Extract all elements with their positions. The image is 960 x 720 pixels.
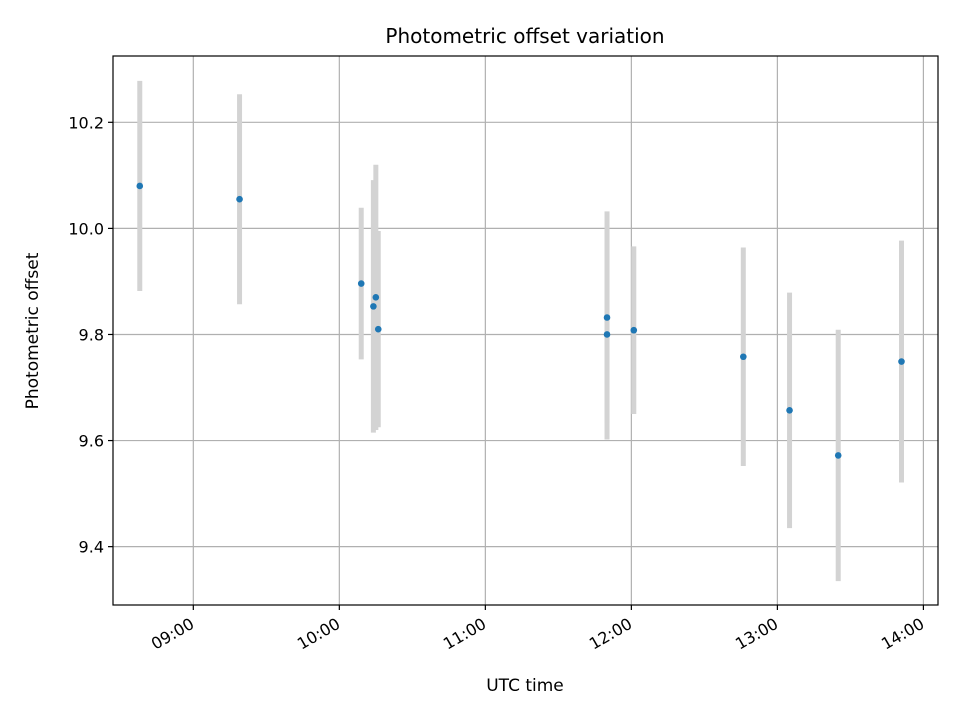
data-point [236, 195, 243, 203]
data-point [374, 325, 382, 333]
y-tick-label: 9.4 [79, 538, 104, 557]
errorbars [137, 80, 904, 582]
data-point [786, 407, 793, 414]
data-point [630, 326, 638, 334]
x-tick-label: 14:00 [878, 614, 927, 654]
x-tick-label: 13:00 [732, 614, 781, 654]
y-tick-label: 10.2 [68, 113, 104, 132]
data-point [136, 182, 144, 190]
data-point [603, 314, 611, 321]
chart-title: Photometric offset variation [385, 24, 664, 48]
data-points [136, 182, 905, 459]
data-point [372, 294, 380, 301]
x-tick-label: 10:00 [294, 614, 343, 654]
x-tick-label: 09:00 [148, 614, 197, 654]
x-axis-label: UTC time [486, 676, 564, 696]
data-point [370, 303, 377, 310]
grid [113, 56, 938, 605]
y-tick-label: 10.0 [68, 219, 104, 238]
data-point [603, 331, 611, 338]
data-point [898, 358, 905, 365]
data-point [834, 452, 842, 459]
y-axis: 9.4 9.6 9.8 10.0 10.2 [68, 113, 113, 557]
data-point [740, 353, 747, 361]
x-tick-label: 12:00 [586, 614, 635, 654]
x-axis: 09:00 10:00 11:00 12:00 13:00 14:00 [148, 605, 927, 654]
data-point [357, 280, 365, 287]
y-tick-label: 9.8 [79, 325, 104, 344]
plot-frame [112, 55, 939, 606]
x-tick-label: 11:00 [440, 614, 489, 654]
y-axis-label: Photometric offset [23, 252, 43, 409]
y-tick-label: 9.6 [79, 432, 104, 451]
